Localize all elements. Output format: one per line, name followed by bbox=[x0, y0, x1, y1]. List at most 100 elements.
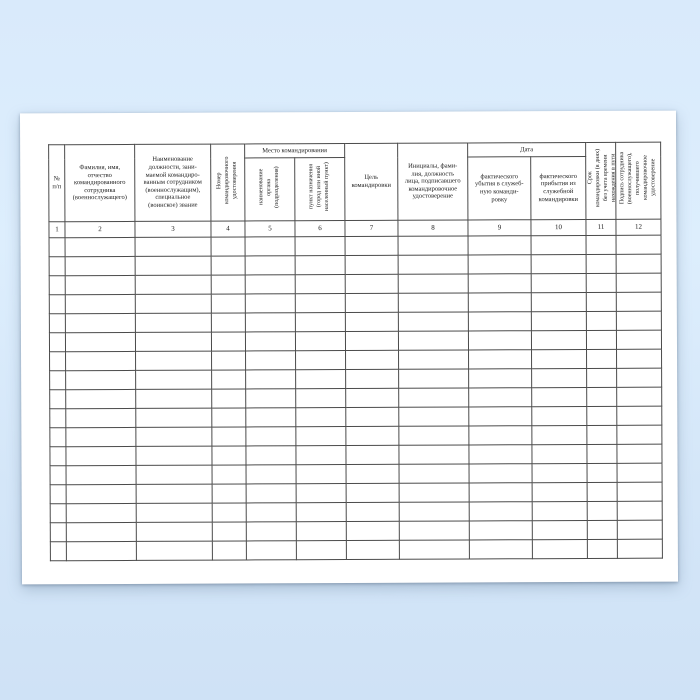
col-header-signer: Инициалы, фами- лия, должность лица, под… bbox=[397, 142, 468, 221]
empty-cell bbox=[345, 236, 399, 256]
empty-cell bbox=[346, 521, 400, 541]
empty-cell bbox=[531, 368, 587, 388]
empty-cell bbox=[586, 425, 617, 445]
column-number: 8 bbox=[397, 219, 469, 237]
empty-cell bbox=[586, 349, 617, 369]
empty-cell bbox=[65, 389, 136, 409]
empty-cell bbox=[532, 463, 588, 483]
empty-cell bbox=[468, 368, 532, 388]
empty-cell bbox=[136, 522, 213, 542]
empty-cell bbox=[49, 256, 66, 276]
empty-cell bbox=[617, 501, 663, 521]
empty-cell bbox=[345, 426, 399, 446]
col-header-return-date: фактического прибытия из служебной коман… bbox=[530, 156, 586, 220]
empty-cell bbox=[135, 294, 212, 314]
empty-cell bbox=[345, 445, 400, 465]
empty-cell bbox=[135, 446, 213, 466]
empty-cell bbox=[345, 293, 399, 313]
empty-cell bbox=[469, 482, 533, 502]
empty-cell bbox=[468, 406, 532, 426]
empty-cell bbox=[398, 292, 469, 313]
empty-cell bbox=[587, 463, 618, 483]
col-header-departure-date: фактического убытия в служеб- ную команд… bbox=[467, 156, 531, 220]
empty-cell bbox=[245, 445, 297, 465]
empty-cell bbox=[49, 389, 66, 409]
empty-cell bbox=[49, 313, 66, 333]
empty-cell bbox=[469, 539, 533, 559]
empty-cell bbox=[345, 369, 399, 389]
empty-cell bbox=[296, 521, 347, 541]
empty-cell bbox=[211, 293, 246, 314]
empty-cell bbox=[345, 274, 399, 294]
empty-cell bbox=[211, 426, 246, 447]
column-number: 3 bbox=[134, 221, 212, 238]
empty-cell bbox=[399, 482, 470, 503]
empty-cell bbox=[211, 388, 246, 409]
empty-cell bbox=[617, 520, 663, 540]
table-body bbox=[49, 235, 663, 561]
empty-cell bbox=[295, 407, 346, 427]
empty-cell bbox=[211, 445, 247, 466]
empty-cell bbox=[586, 387, 617, 407]
col-header-duration: Срок командировки (в днях) без учета вре… bbox=[585, 142, 617, 220]
empty-cell bbox=[616, 311, 662, 331]
empty-cell bbox=[211, 255, 246, 276]
empty-cell bbox=[295, 236, 346, 256]
col-header-certificate-number: Номер командировочного удостоверения bbox=[210, 143, 245, 222]
empty-cell bbox=[587, 520, 618, 540]
empty-cell bbox=[398, 330, 469, 351]
empty-cell bbox=[211, 236, 246, 257]
empty-cell bbox=[211, 312, 246, 333]
empty-cell bbox=[345, 312, 399, 332]
empty-cell bbox=[531, 254, 587, 274]
empty-cell bbox=[135, 408, 212, 428]
empty-cell bbox=[399, 501, 470, 522]
empty-cell bbox=[616, 349, 662, 369]
empty-cell bbox=[531, 235, 587, 255]
empty-cell bbox=[49, 427, 66, 447]
empty-cell bbox=[617, 539, 663, 559]
col-header-position-rank: Наименование должности, зани- маемой ком… bbox=[134, 144, 211, 222]
empty-cell bbox=[531, 311, 587, 331]
empty-cell bbox=[246, 540, 297, 560]
empty-cell bbox=[531, 387, 587, 407]
travel-certificate-log-table: № п/п Фамилия, имя, отчество командирова… bbox=[48, 142, 663, 562]
empty-cell bbox=[468, 425, 532, 445]
empty-cell bbox=[65, 446, 137, 466]
empty-cell bbox=[65, 408, 136, 428]
empty-cell bbox=[296, 464, 347, 484]
empty-cell bbox=[616, 254, 662, 274]
empty-cell bbox=[345, 388, 399, 408]
empty-cell bbox=[212, 464, 247, 485]
empty-cell bbox=[586, 235, 617, 255]
empty-cell bbox=[245, 293, 296, 313]
empty-cell bbox=[49, 294, 66, 314]
empty-cell bbox=[295, 274, 346, 294]
empty-cell bbox=[135, 313, 212, 333]
empty-cell bbox=[295, 426, 346, 446]
empty-cell bbox=[398, 349, 469, 370]
empty-cell bbox=[135, 427, 212, 447]
empty-cell bbox=[66, 465, 137, 485]
empty-cell bbox=[531, 425, 587, 445]
empty-cell bbox=[65, 237, 136, 257]
column-number: 2 bbox=[64, 221, 136, 238]
empty-cell bbox=[135, 237, 212, 257]
column-number: 9 bbox=[467, 219, 532, 236]
empty-cell bbox=[531, 349, 587, 369]
empty-cell bbox=[245, 369, 296, 389]
col-header-purpose: Цель командировки bbox=[344, 143, 398, 221]
column-number: 5 bbox=[244, 220, 296, 237]
empty-cell bbox=[66, 541, 137, 561]
empty-cell bbox=[245, 407, 296, 427]
empty-cell bbox=[211, 350, 246, 371]
empty-cell bbox=[296, 540, 347, 560]
empty-cell bbox=[245, 388, 296, 408]
empty-cell bbox=[65, 427, 136, 447]
empty-cell bbox=[468, 292, 532, 312]
column-number: 7 bbox=[344, 220, 399, 237]
empty-cell bbox=[398, 406, 469, 427]
empty-cell bbox=[65, 294, 136, 314]
empty-cell bbox=[531, 330, 587, 350]
empty-cell bbox=[50, 541, 67, 561]
